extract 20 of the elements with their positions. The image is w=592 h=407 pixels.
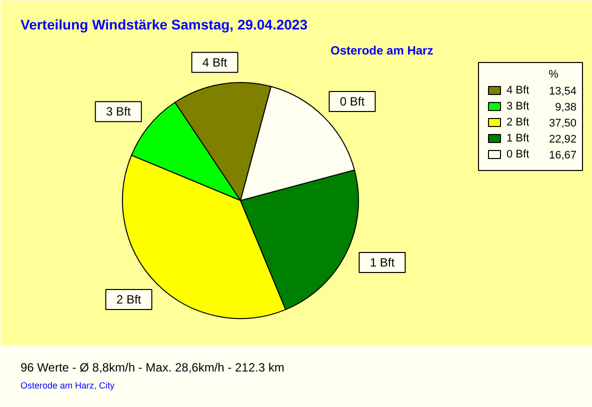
chart-subtitle: Osterode am Harz — [330, 44, 434, 58]
slice-label: 2 Bft — [116, 292, 142, 306]
slice-label: 1 Bft — [370, 255, 396, 270]
slice-label: 3 Bft — [106, 104, 132, 119]
data-label: 16,67 — [548, 150, 577, 162]
data-label: 37,50 — [548, 118, 577, 130]
chart-title: Verteilung Windstärke Samstag, 29.04.2023 — [20, 16, 308, 32]
legend-label: 0 Bft — [506, 148, 530, 160]
text: 96 Werte - Ø 8,8km/h - Max. 28,6km/h - 212.3 km — [20, 360, 284, 374]
legend-label: 1 Bft — [506, 132, 530, 144]
data-label: 13,54 — [548, 86, 577, 98]
data-label: 9,38 — [555, 102, 577, 114]
legend-label: 3 Bft — [506, 100, 530, 112]
legend-title: % — [548, 68, 559, 80]
slice-label: 0 Bft — [340, 94, 366, 109]
slice-label: 4 Bft — [202, 55, 228, 70]
text: Osterode am Harz, City — [20, 380, 116, 390]
legend-label: 4 Bft — [506, 84, 530, 96]
legend-label: 2 Bft — [506, 116, 530, 128]
data-label: 22,92 — [548, 134, 577, 146]
